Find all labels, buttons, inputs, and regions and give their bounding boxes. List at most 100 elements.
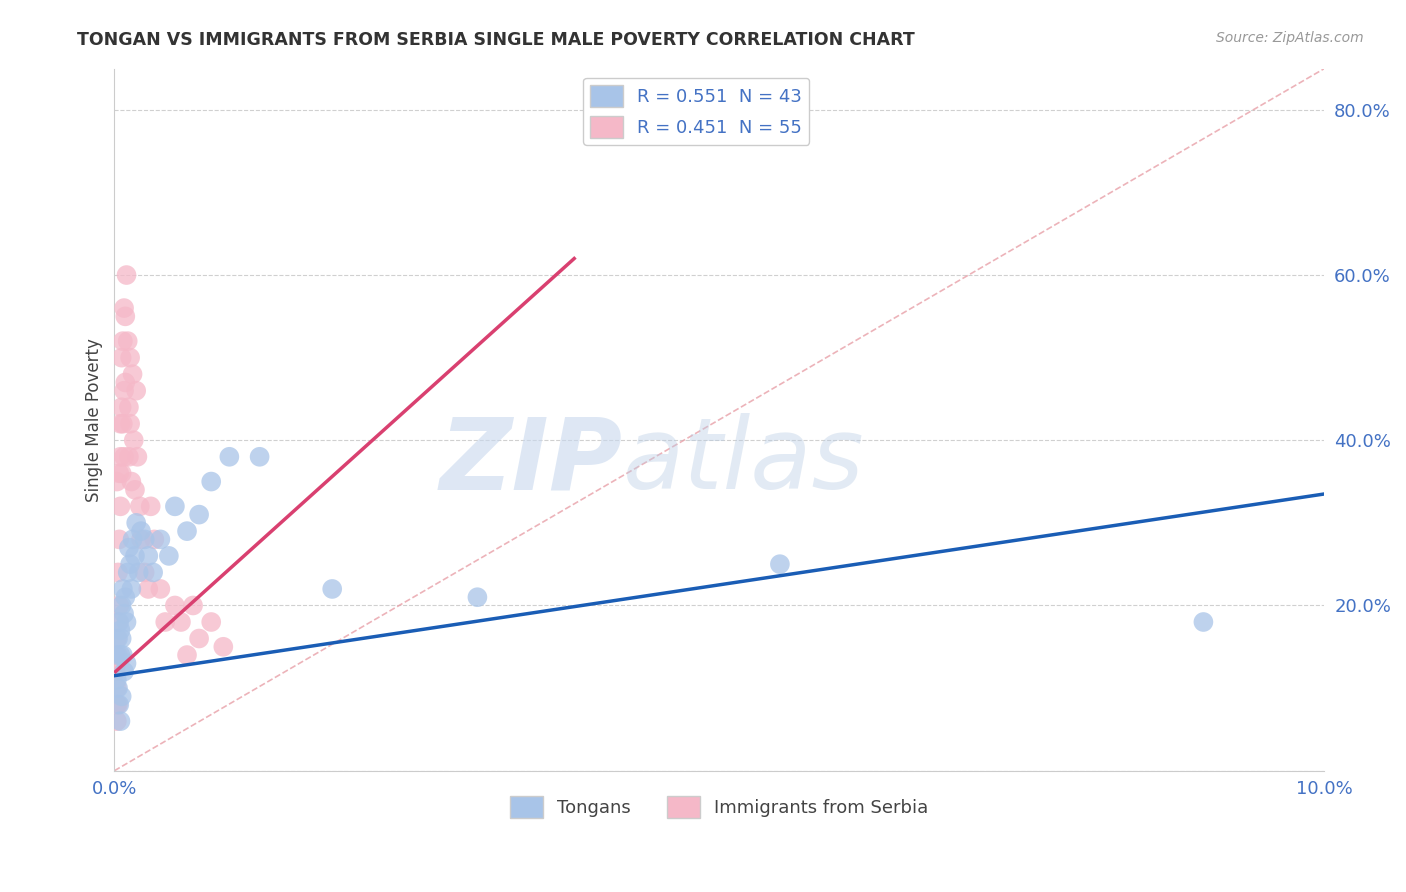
Point [111,599,134,613]
Point [104,665,127,679]
Point [249,450,271,464]
Point [129,533,152,547]
Point [107,681,129,695]
Point [124,549,146,563]
Point [134,566,156,580]
Point [105,673,128,687]
Point [114,591,136,605]
Point [108,467,131,481]
Point [104,648,127,662]
Point [105,714,128,728]
Point [176,648,198,662]
Point [105,698,128,712]
Point [125,384,148,398]
Point [108,615,131,629]
Point [200,615,222,629]
Point [107,632,129,646]
Point [107,566,129,580]
Point [139,500,162,514]
Point [108,599,131,613]
Point [105,657,128,671]
Point [112,607,135,621]
Point [111,467,134,481]
Point [110,714,132,728]
Point [120,475,142,489]
Point [142,566,165,580]
Point [181,599,204,613]
Point [105,475,128,489]
Point [134,533,156,547]
Point [769,557,792,571]
Point [128,500,150,514]
Point [118,401,141,415]
Point [170,615,193,629]
Point [112,450,135,464]
Point [115,615,138,629]
Point [112,301,135,315]
Point [112,384,135,398]
Point [218,450,240,464]
Point [110,648,132,662]
Point [117,334,139,348]
Point [110,417,132,431]
Point [118,450,141,464]
Point [136,582,159,596]
Point [111,334,134,348]
Point [121,367,143,381]
Legend: Tongans, Immigrants from Serbia: Tongans, Immigrants from Serbia [503,789,935,825]
Point [163,500,186,514]
Point [111,632,134,646]
Point [111,351,134,365]
Point [114,376,136,390]
Point [105,648,128,662]
Point [110,500,132,514]
Point [136,549,159,563]
Point [120,351,142,365]
Point [110,450,132,464]
Point [128,566,150,580]
Point [111,401,134,415]
Point [467,591,489,605]
Point [163,599,186,613]
Point [188,632,211,646]
Point [125,516,148,530]
Point [120,557,142,571]
Point [127,450,149,464]
Point [111,417,134,431]
Point [111,582,134,596]
Point [105,632,128,646]
Point [149,533,172,547]
Point [157,549,180,563]
Point [111,690,134,704]
Point [117,566,139,580]
Point [120,417,142,431]
Point [115,657,138,671]
Point [107,648,129,662]
Point [108,533,131,547]
Point [107,698,129,712]
Point [176,524,198,538]
Text: ZIP: ZIP [440,413,623,510]
Point [143,533,166,547]
Point [1192,615,1215,629]
Point [124,483,146,497]
Point [114,310,136,324]
Point [188,508,211,522]
Point [149,582,172,596]
Point [212,640,235,654]
Y-axis label: Single Male Poverty: Single Male Poverty [86,338,103,501]
Point [111,648,134,662]
Point [129,524,152,538]
Text: TONGAN VS IMMIGRANTS FROM SERBIA SINGLE MALE POVERTY CORRELATION CHART: TONGAN VS IMMIGRANTS FROM SERBIA SINGLE … [77,31,915,49]
Point [121,533,143,547]
Point [107,615,129,629]
Point [108,698,131,712]
Point [115,268,138,282]
Point [105,681,128,695]
Text: atlas: atlas [623,413,865,510]
Point [122,434,145,448]
Point [112,665,135,679]
Point [321,582,343,596]
Point [110,624,132,638]
Point [120,582,142,596]
